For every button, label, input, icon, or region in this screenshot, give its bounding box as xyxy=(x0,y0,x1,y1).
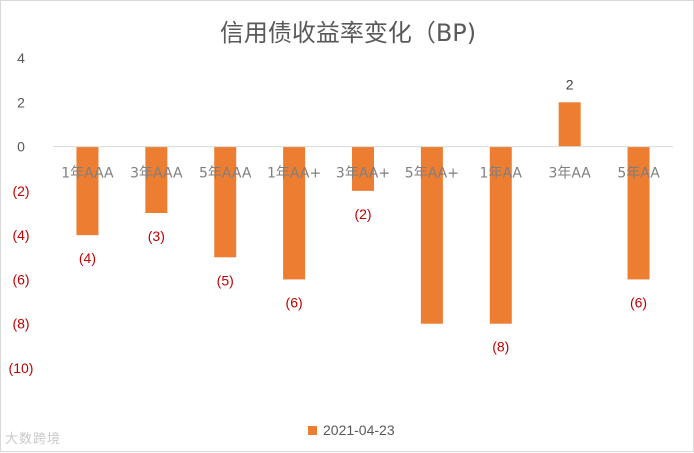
category-label: 3年AA+ xyxy=(336,166,390,182)
watermark-logo: 大数跨境 xyxy=(5,432,62,447)
bar xyxy=(283,146,306,280)
data-label: 2 xyxy=(566,76,574,92)
y-tick-label: 2 xyxy=(17,94,25,110)
chart-title: 信用债收益率变化（BP) xyxy=(219,19,477,47)
category-label: 3年AAA xyxy=(130,166,183,182)
y-tick-label: (2) xyxy=(12,183,29,199)
bar xyxy=(489,146,512,324)
data-label: (5) xyxy=(217,272,234,288)
category-label: 3年AA xyxy=(548,166,591,182)
data-label: (6) xyxy=(286,294,303,310)
category-label: 1年AAA xyxy=(61,166,114,182)
bar xyxy=(76,146,99,236)
data-label: (8) xyxy=(492,339,509,355)
bar xyxy=(352,146,374,191)
legend: 2021-04-23 xyxy=(308,422,395,438)
data-label: (2) xyxy=(354,206,371,222)
legend-swatch xyxy=(308,425,317,435)
y-tick-label: (10) xyxy=(9,360,34,376)
category-label: 5年AA xyxy=(617,166,660,182)
category-label: 5年AA+ xyxy=(405,166,459,182)
data-label: (4) xyxy=(79,250,96,266)
bar xyxy=(627,146,650,280)
y-tick-label: (8) xyxy=(12,316,29,332)
bar xyxy=(145,146,168,213)
bar xyxy=(420,146,443,324)
y-tick-label: 0 xyxy=(17,139,25,155)
bar xyxy=(214,146,237,258)
y-tick-label: (6) xyxy=(12,271,29,287)
y-tick-label: (4) xyxy=(12,227,29,243)
category-label: 1年AA+ xyxy=(267,166,321,182)
category-label: 5年AAA xyxy=(199,166,252,182)
data-label: (6) xyxy=(630,294,647,310)
legend-label: 2021-04-23 xyxy=(323,422,395,438)
category-label: 1年AA xyxy=(480,166,523,182)
y-tick-label: 4 xyxy=(17,50,25,66)
data-label: (3) xyxy=(148,228,165,244)
bar xyxy=(558,102,581,147)
